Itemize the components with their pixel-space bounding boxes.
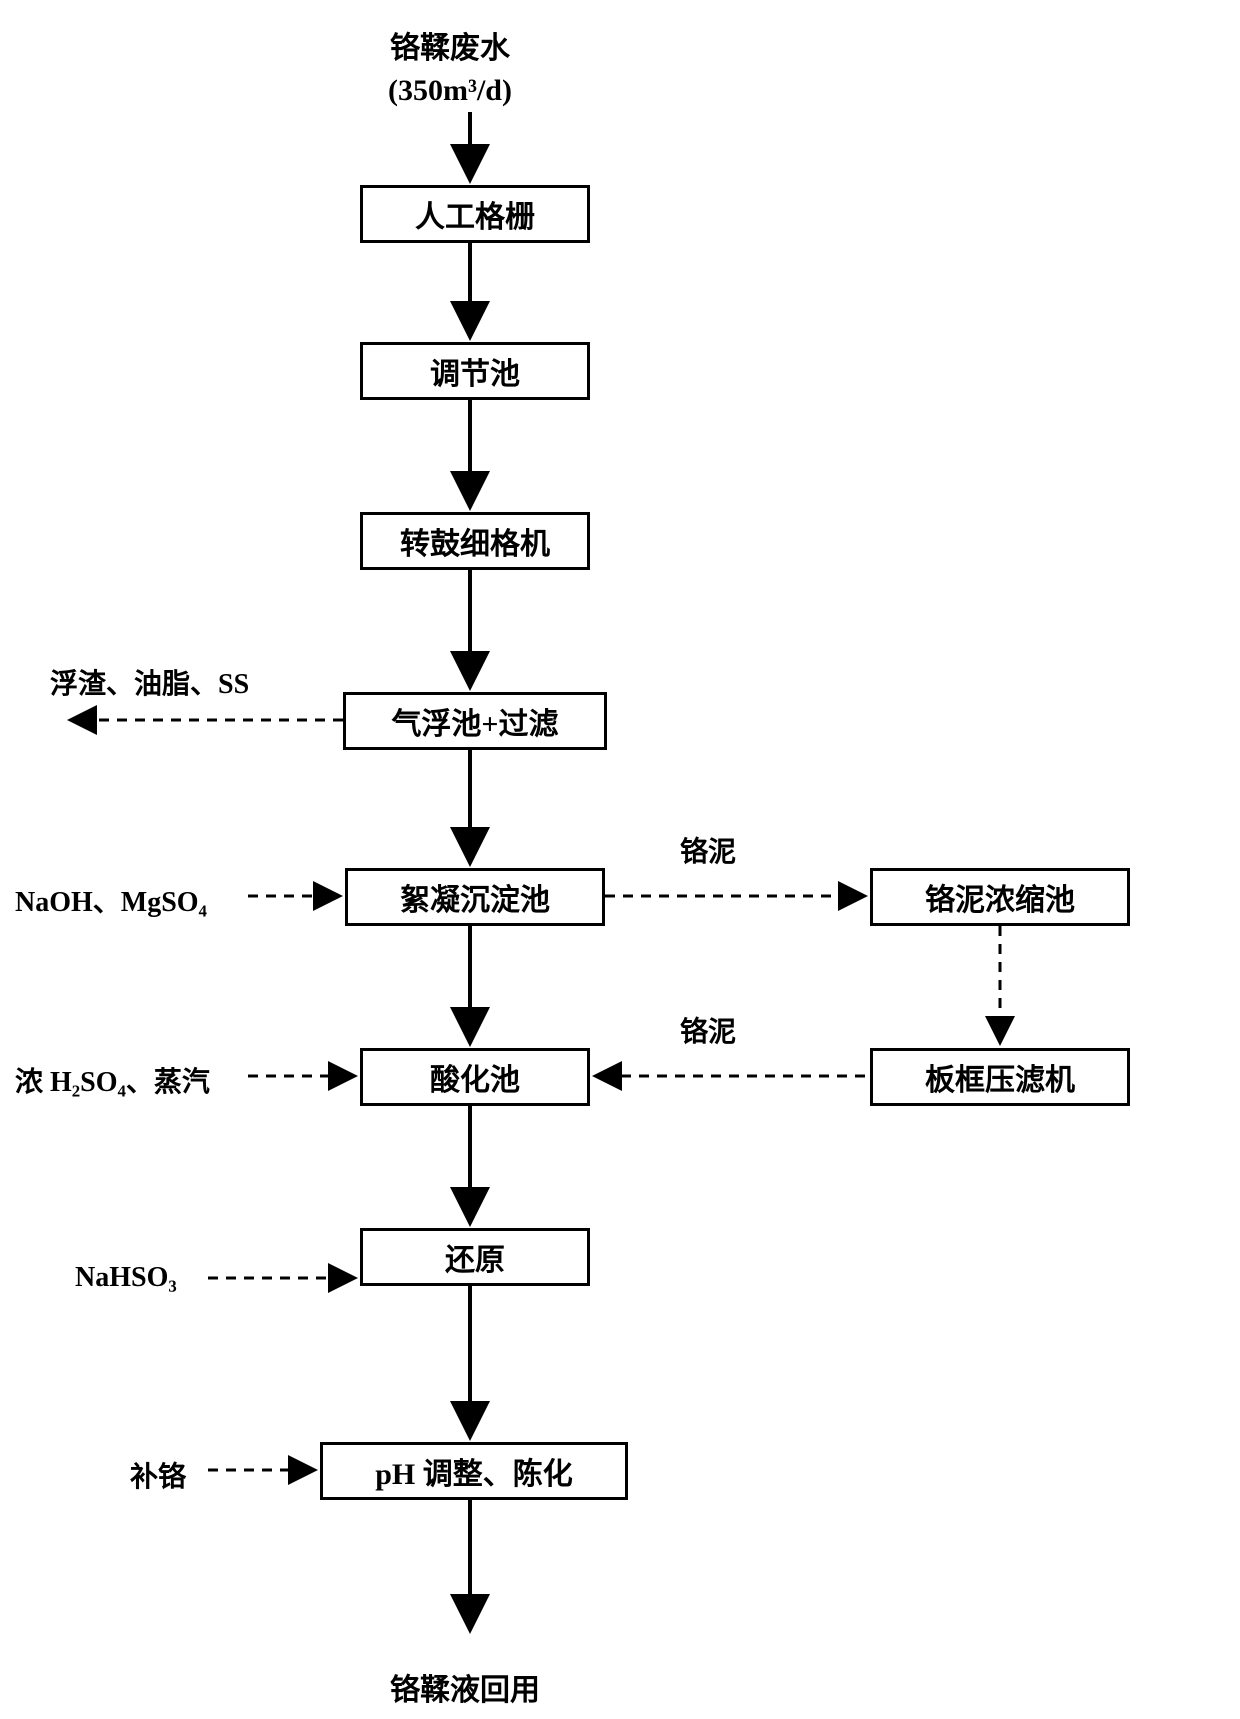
input-label-l5: 补铬 (130, 1455, 186, 1495)
node-n2: 调节池 (360, 342, 590, 400)
input-label-l4: NaHSO₃ (75, 1262, 177, 1294)
start-line1: 铬鞣废水 (388, 28, 512, 70)
node-n3: 转鼓细格机 (360, 512, 590, 570)
node-n9: 铬泥浓缩池 (870, 868, 1130, 926)
input-label-l3: 浓 H₂SO₄、蒸汽 (15, 1060, 210, 1100)
node-n5: 絮凝沉淀池 (345, 868, 605, 926)
input-label-l1: 浮渣、油脂、SS (50, 662, 249, 702)
start-line2: (350m³/d) (388, 70, 512, 112)
end-label: 铬鞣液回用 (390, 1665, 540, 1709)
node-n10: 板框压滤机 (870, 1048, 1130, 1106)
node-n4: 气浮池+过滤 (343, 692, 607, 750)
node-n8: pH 调整、陈化 (320, 1442, 628, 1500)
node-n1: 人工格栅 (360, 185, 590, 243)
edge-label-el1: 铬泥 (680, 830, 736, 870)
edge-label-el2: 铬泥 (680, 1010, 736, 1050)
start-label: 铬鞣废水(350m³/d) (388, 28, 512, 112)
node-n6: 酸化池 (360, 1048, 590, 1106)
input-label-l2: NaOH、MgSO₄ (15, 880, 207, 920)
node-n7: 还原 (360, 1228, 590, 1286)
